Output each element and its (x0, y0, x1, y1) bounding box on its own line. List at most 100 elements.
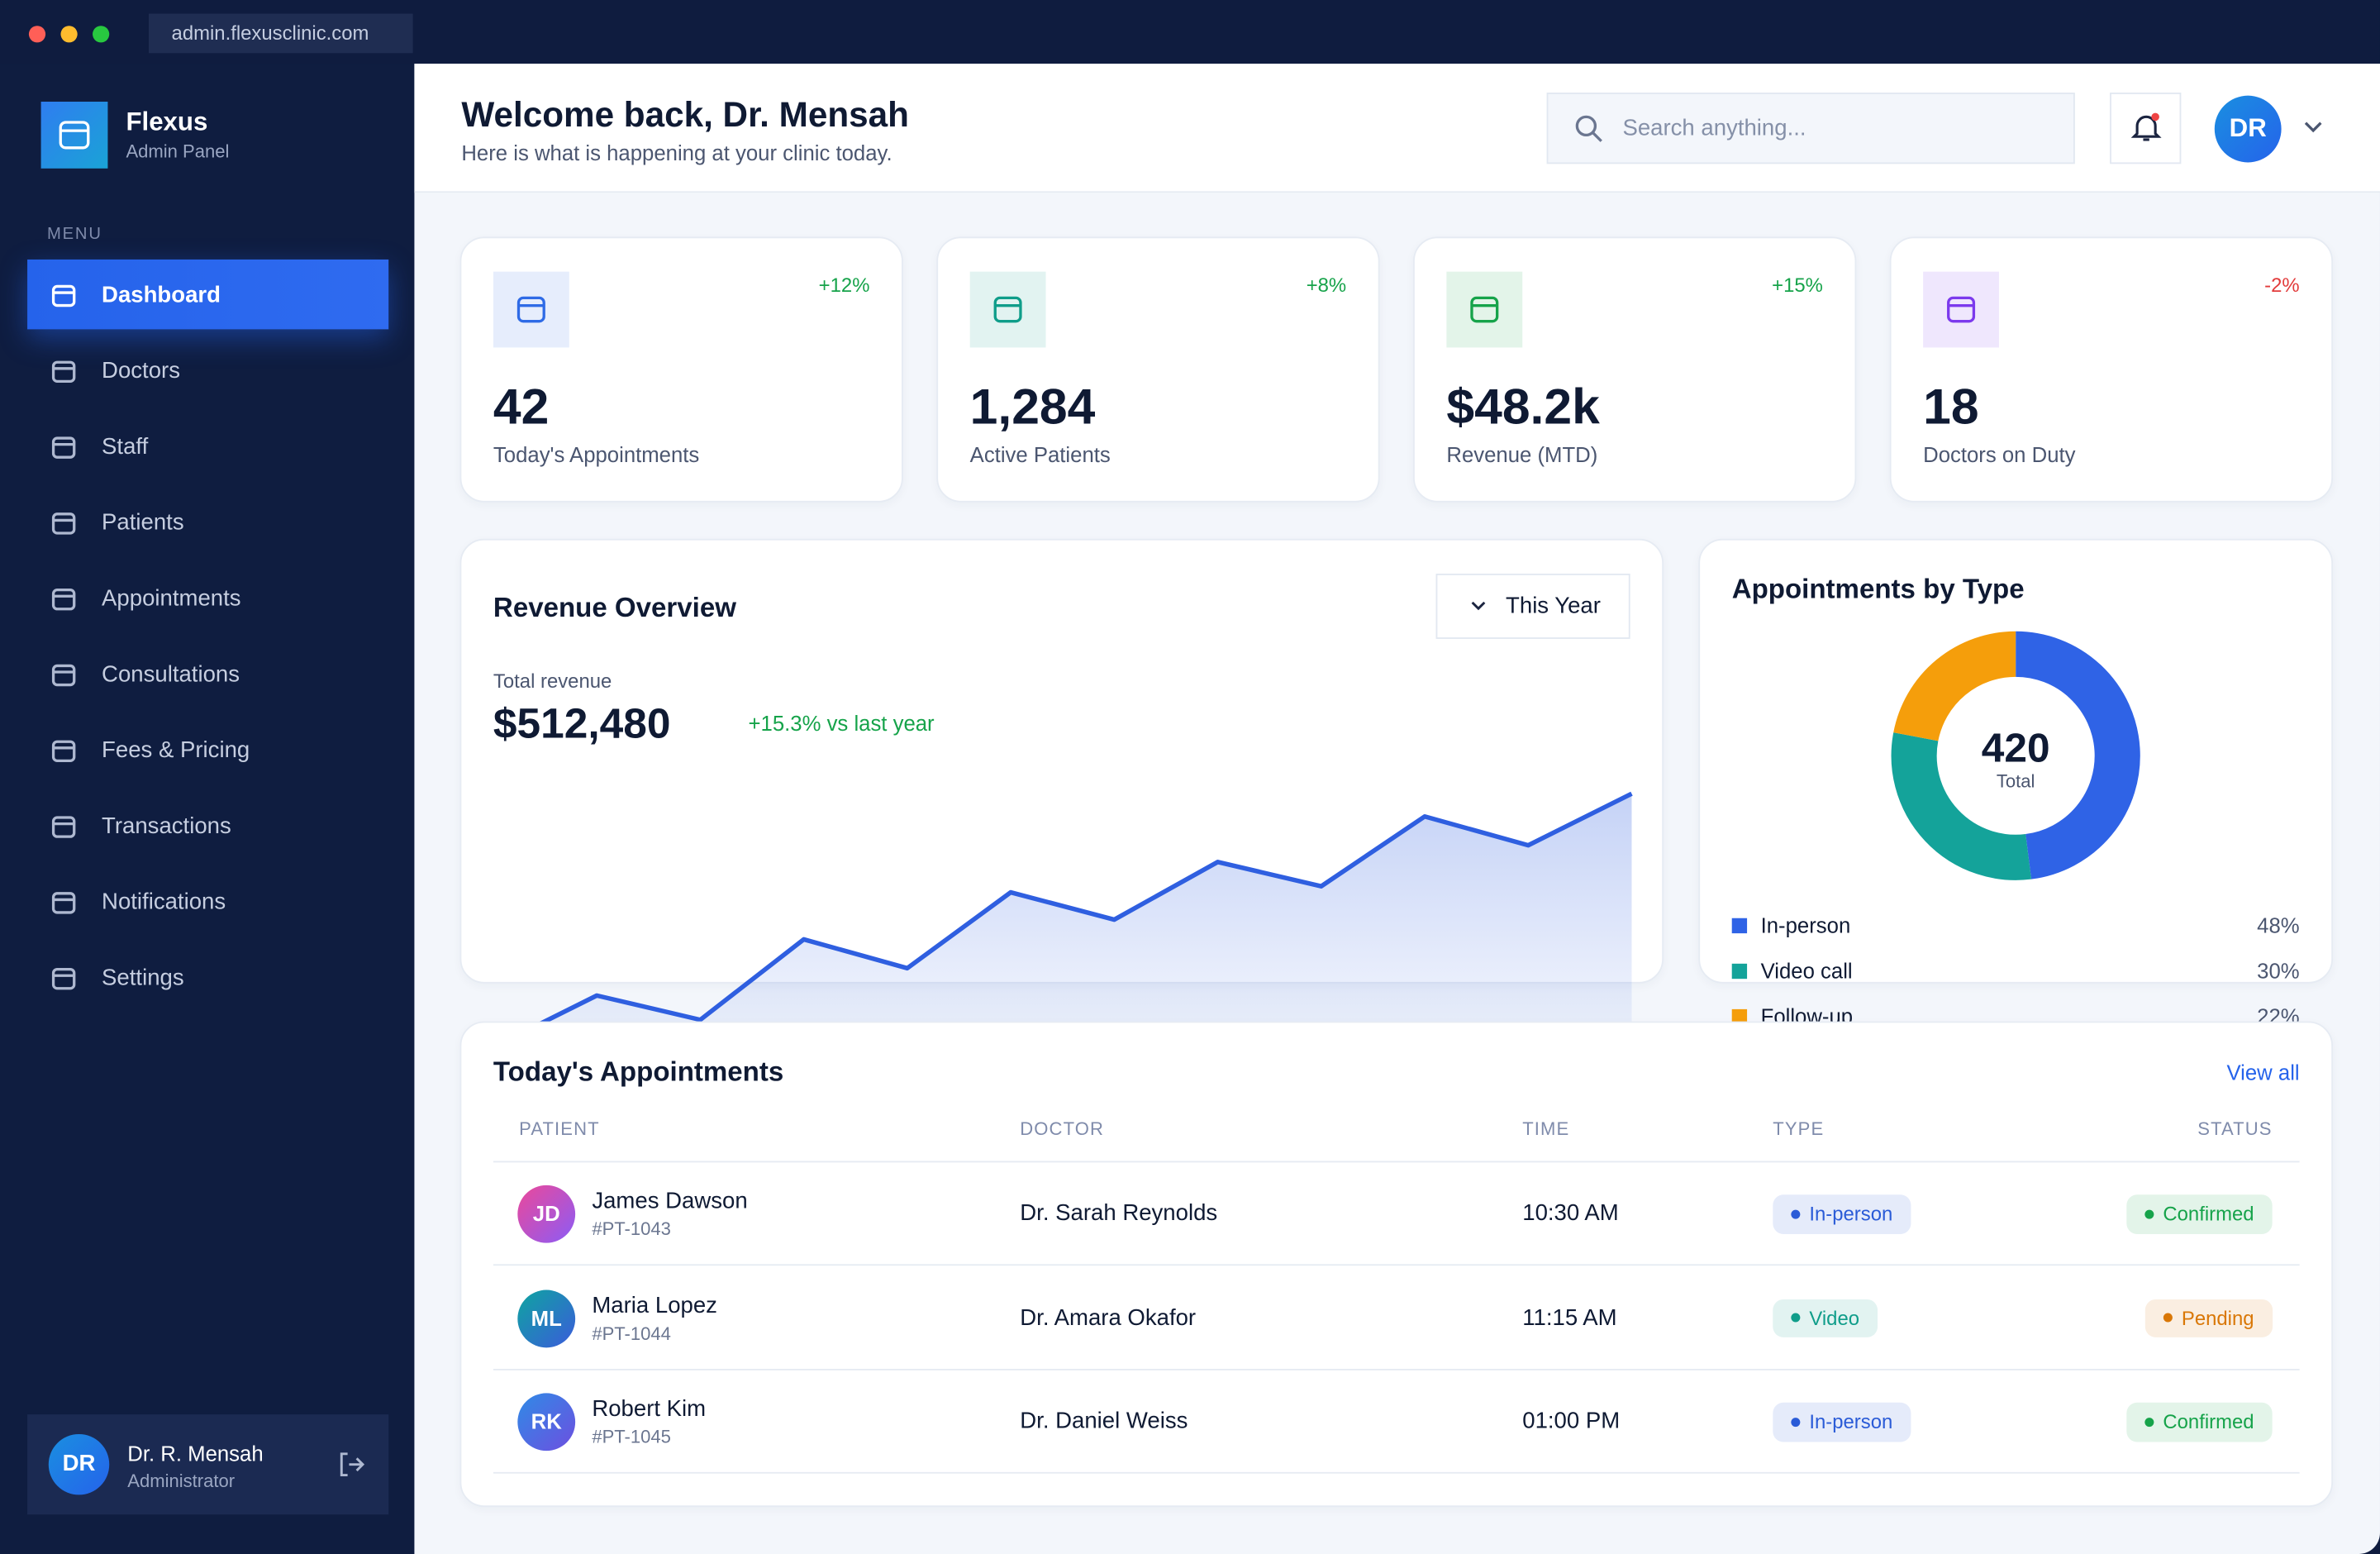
row-divider (493, 1264, 2300, 1266)
column-header: PATIENT (519, 1118, 600, 1140)
icon (59, 121, 90, 150)
nav-label[interactable]: Staff (102, 434, 149, 460)
icon (51, 284, 76, 307)
stat-icon (1923, 271, 1999, 348)
nav-active[interactable] (27, 259, 389, 330)
revenue-area (493, 794, 1632, 1063)
stat-value: 1,284 (969, 378, 1096, 435)
search-box[interactable] (1546, 92, 2075, 164)
stat-icon (969, 271, 1046, 348)
stat-change: -2% (2264, 273, 2300, 297)
logout-button[interactable] (337, 1451, 365, 1478)
nav-label[interactable]: Notifications (102, 889, 226, 916)
icon (51, 588, 76, 611)
notification-button[interactable] (2110, 92, 2182, 164)
row-divider (493, 1368, 2300, 1370)
badge: Confirmed (2126, 1402, 2273, 1442)
donut-segment (1893, 631, 2017, 742)
nav-label[interactable]: Appointments (102, 585, 241, 612)
nav-label[interactable]: Fees & Pricing (102, 737, 250, 764)
icon-shape (51, 740, 76, 763)
icon (51, 436, 76, 459)
page-subtitle: Here is what is happening at your clinic… (461, 141, 892, 165)
profile-chevron[interactable] (2304, 122, 2322, 134)
brand-subtitle: Admin Panel (126, 141, 230, 163)
donut-center-label: Total (1996, 770, 2035, 793)
patient-avatar (517, 1393, 576, 1452)
patient-avatar (517, 1289, 576, 1347)
period-select[interactable] (1435, 573, 1630, 639)
patient-initials: ML (531, 1305, 562, 1330)
legend-swatch (1731, 1008, 1748, 1025)
header-avatar[interactable] (2214, 95, 2282, 163)
total-label: Total revenue (493, 670, 612, 693)
search-glyph (1592, 131, 1602, 142)
donut-center-value: 420 (1981, 725, 2050, 771)
badge-dot (2163, 1313, 2173, 1323)
menu-label: MENU (46, 225, 102, 244)
stat-label: Doctors on Duty (1923, 442, 2076, 467)
appointment-time: 11:15 AM (1522, 1304, 1617, 1331)
stat-card (1889, 236, 2334, 503)
icon-shape (1470, 296, 1499, 323)
column-header: TIME (1522, 1118, 1570, 1140)
icon-shape (51, 816, 76, 838)
icon (51, 967, 76, 990)
header-avatar-initials: DR (2229, 113, 2267, 143)
column-header: DOCTOR (1020, 1118, 1105, 1140)
window-control[interactable] (93, 26, 110, 43)
stat-change: +12% (818, 273, 870, 297)
table-title: Today's Appointments (493, 1056, 784, 1087)
donut-segment (1891, 732, 2032, 880)
logout-icon (340, 1452, 365, 1477)
icon (1470, 296, 1499, 323)
icon (1947, 296, 1976, 323)
user-initials: DR (62, 1451, 96, 1477)
patient-initials: JD (532, 1201, 560, 1226)
stat-change: +8% (1306, 273, 1347, 297)
icon-shape (51, 664, 76, 687)
page-title: Welcome back, Dr. Mensah (461, 94, 909, 134)
view-all-link[interactable]: View all (2226, 1060, 2300, 1084)
badge-dot (2144, 1417, 2154, 1427)
stat-label: Active Patients (969, 442, 1111, 467)
user-avatar (48, 1433, 110, 1495)
period-label[interactable]: This Year (1506, 593, 1601, 620)
window-control[interactable] (60, 26, 78, 43)
stat-value: $48.2k (1446, 378, 1600, 435)
user-name: Dr. R. Mensah (127, 1441, 264, 1466)
icon-shape (51, 588, 76, 611)
doctor-name: Dr. Sarah Reynolds (1020, 1200, 1218, 1227)
window-control[interactable] (28, 26, 46, 43)
nav-label[interactable]: Dashboard (102, 282, 221, 308)
notification-dot (2151, 112, 2159, 122)
patient-id: #PT-1044 (592, 1322, 671, 1344)
icon (51, 816, 76, 838)
stat-card (936, 236, 1380, 503)
icon-shape (993, 296, 1022, 323)
table-divider (493, 1161, 2300, 1163)
icon-shape (516, 296, 545, 323)
revenue-title: Revenue Overview (493, 592, 736, 623)
column-header: TYPE (1773, 1118, 1825, 1140)
nav-label[interactable]: Doctors (102, 358, 180, 384)
icon-shape (51, 967, 76, 990)
badge-dot (1791, 1209, 1801, 1219)
legend-label: In-person (1760, 913, 1851, 937)
nav-label[interactable]: Consultations (102, 661, 240, 688)
icon-shape (51, 512, 76, 535)
url-text: admin.flexusclinic.com (171, 21, 369, 45)
appointment-time: 10:30 AM (1522, 1200, 1619, 1227)
patient-id: #PT-1045 (592, 1426, 671, 1448)
nav-label[interactable]: Patients (102, 509, 184, 536)
bell-icon (2130, 112, 2162, 141)
icon (51, 740, 76, 763)
nav-label[interactable]: Settings (102, 965, 184, 991)
nav-label[interactable]: Transactions (102, 813, 231, 840)
patient-initials: RK (531, 1409, 562, 1434)
donut-chart (1891, 631, 2140, 880)
chevron (2304, 122, 2322, 133)
icon-shape (59, 121, 90, 150)
